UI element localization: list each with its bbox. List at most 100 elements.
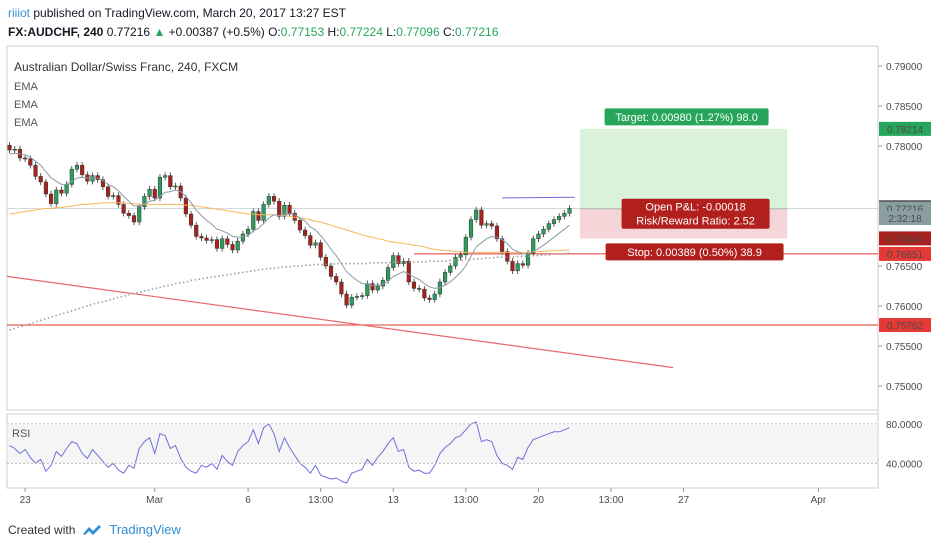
ema-long-line: [9, 252, 570, 331]
candle-body: [131, 215, 137, 223]
level-badge-text-stop_edge: 0.76845: [887, 234, 924, 245]
candle-body: [59, 189, 64, 194]
candle-body: [354, 296, 360, 298]
candle-body: [313, 242, 318, 246]
price-tick-label: 0.79000: [886, 62, 923, 73]
candle-body: [303, 229, 308, 236]
pl-label-box: [621, 198, 770, 229]
level-badge-stop_edge: [879, 231, 931, 246]
time-tick-label: 13:00: [453, 495, 478, 506]
tradingview-logo-icon: [83, 524, 102, 535]
publish-info: published on TradingView.com, March 20, …: [30, 6, 346, 20]
time-tick-label: 6: [245, 495, 251, 506]
time-tick-label: 13:00: [598, 495, 623, 506]
level-badge-text-support: 0.75762: [887, 321, 924, 332]
descending-trendline: [6, 275, 674, 369]
candle-body: [54, 189, 59, 204]
resistance-trendline: [502, 196, 575, 199]
candle-body: [80, 164, 85, 176]
candle-body: [458, 254, 463, 258]
candle-body: [406, 260, 411, 283]
candle-body: [43, 181, 48, 195]
candle-body: [246, 228, 251, 235]
candle-body: [157, 176, 163, 199]
pl-label: Open P&L: -0.00018 Risk/Reward Ratio: 2.5…: [621, 198, 770, 229]
candle-body: [515, 263, 520, 272]
candle-body: [69, 168, 74, 185]
author-link[interactable]: riiiot: [8, 6, 31, 20]
candle-body: [277, 200, 282, 217]
stop-label-box: [605, 243, 784, 261]
candle-body: [33, 164, 38, 177]
target-label-text: Target: 0.00980 (1.27%) 98.0: [615, 112, 757, 124]
candle-body: [505, 251, 510, 262]
candle-body: [235, 240, 240, 251]
candle-body: [318, 242, 323, 258]
candle-body: [111, 195, 116, 197]
candle-body: [463, 236, 468, 256]
candle-body: [256, 211, 261, 221]
level-badge-text-price: 0.77216: [887, 205, 924, 216]
candle-body: [520, 263, 525, 266]
pl-label-text: Open P&L: -0.00018: [645, 202, 745, 214]
tradingview-brand[interactable]: TradingView: [109, 522, 181, 537]
candle-body: [49, 193, 54, 204]
candle-body: [489, 223, 494, 227]
candle-body: [194, 224, 199, 237]
candle-body: [116, 195, 121, 205]
candle-body: [126, 212, 131, 216]
rsi-line: [9, 421, 570, 484]
candle-body: [417, 288, 422, 290]
candle-body: [411, 281, 417, 289]
level-badge-text-timer: 2:32:18: [888, 214, 922, 225]
price-axis: 0.79000 0.78500 0.78000 0.76500 0.76000 0.755…: [878, 62, 931, 393]
time-tick-label: 13:00: [308, 495, 333, 506]
annotations: Target: 0.00980 (1.27%) 98.0 Open P&L: -0…: [604, 108, 784, 261]
level-badge-stop: [879, 246, 931, 261]
candle-body: [121, 204, 126, 214]
candle-body: [106, 186, 111, 197]
candle-body: [282, 204, 287, 217]
level-badge-support: [879, 318, 931, 333]
candle-body: [188, 213, 194, 226]
stop-label-text: Stop: 0.00389 (0.50%) 38.9: [627, 247, 762, 259]
legend-ema-1: EMA: [14, 81, 39, 93]
legend-title: Australian Dollar/Swiss Franc, 240, FXCM: [14, 60, 238, 74]
close-value: 0.77216: [454, 25, 499, 39]
up-arrow-icon: ▲: [153, 25, 166, 39]
time-axis: 23 Mar 6 13:00 13 13:00 20 13:00 27 Apr: [20, 488, 827, 506]
candle-body: [531, 238, 536, 254]
candle-body: [64, 184, 69, 194]
candle-body: [468, 219, 474, 238]
candle-body: [225, 238, 230, 245]
candle-body: [204, 237, 209, 241]
price-tick-label: 0.75500: [886, 342, 923, 353]
price-tick-label: 0.76000: [886, 302, 923, 313]
legend-ema-3: EMA: [14, 117, 39, 129]
candle-body: [334, 276, 339, 283]
low-value: 0.77096: [396, 25, 440, 39]
candle-body: [74, 164, 80, 170]
candle-body: [494, 225, 500, 240]
candle-body: [251, 211, 256, 230]
candle-body: [360, 295, 365, 297]
footer: Created with TradingView: [8, 522, 181, 537]
candle-body: [474, 209, 479, 220]
ema-fast-line: [9, 152, 570, 289]
candle-body: [142, 196, 147, 208]
candle-body: [370, 283, 375, 291]
price-tick-label: 0.76500: [886, 262, 923, 273]
candle-body: [500, 238, 505, 252]
candle-body: [536, 233, 541, 240]
rsi-layer: 80.0000 40.0000: [7, 420, 923, 484]
time-tick-label: Mar: [146, 495, 164, 506]
close-label: C:: [442, 25, 455, 39]
candle-body: [147, 188, 152, 197]
candle-body: [230, 244, 235, 251]
pl-label-text-2: Risk/Reward Ratio: 2.52: [636, 216, 755, 228]
target-label: Target: 0.00980 (1.27%) 98.0: [604, 108, 769, 126]
candle-body: [38, 176, 43, 183]
legend-ema-2: EMA: [14, 99, 39, 111]
candle-body: [541, 228, 546, 235]
